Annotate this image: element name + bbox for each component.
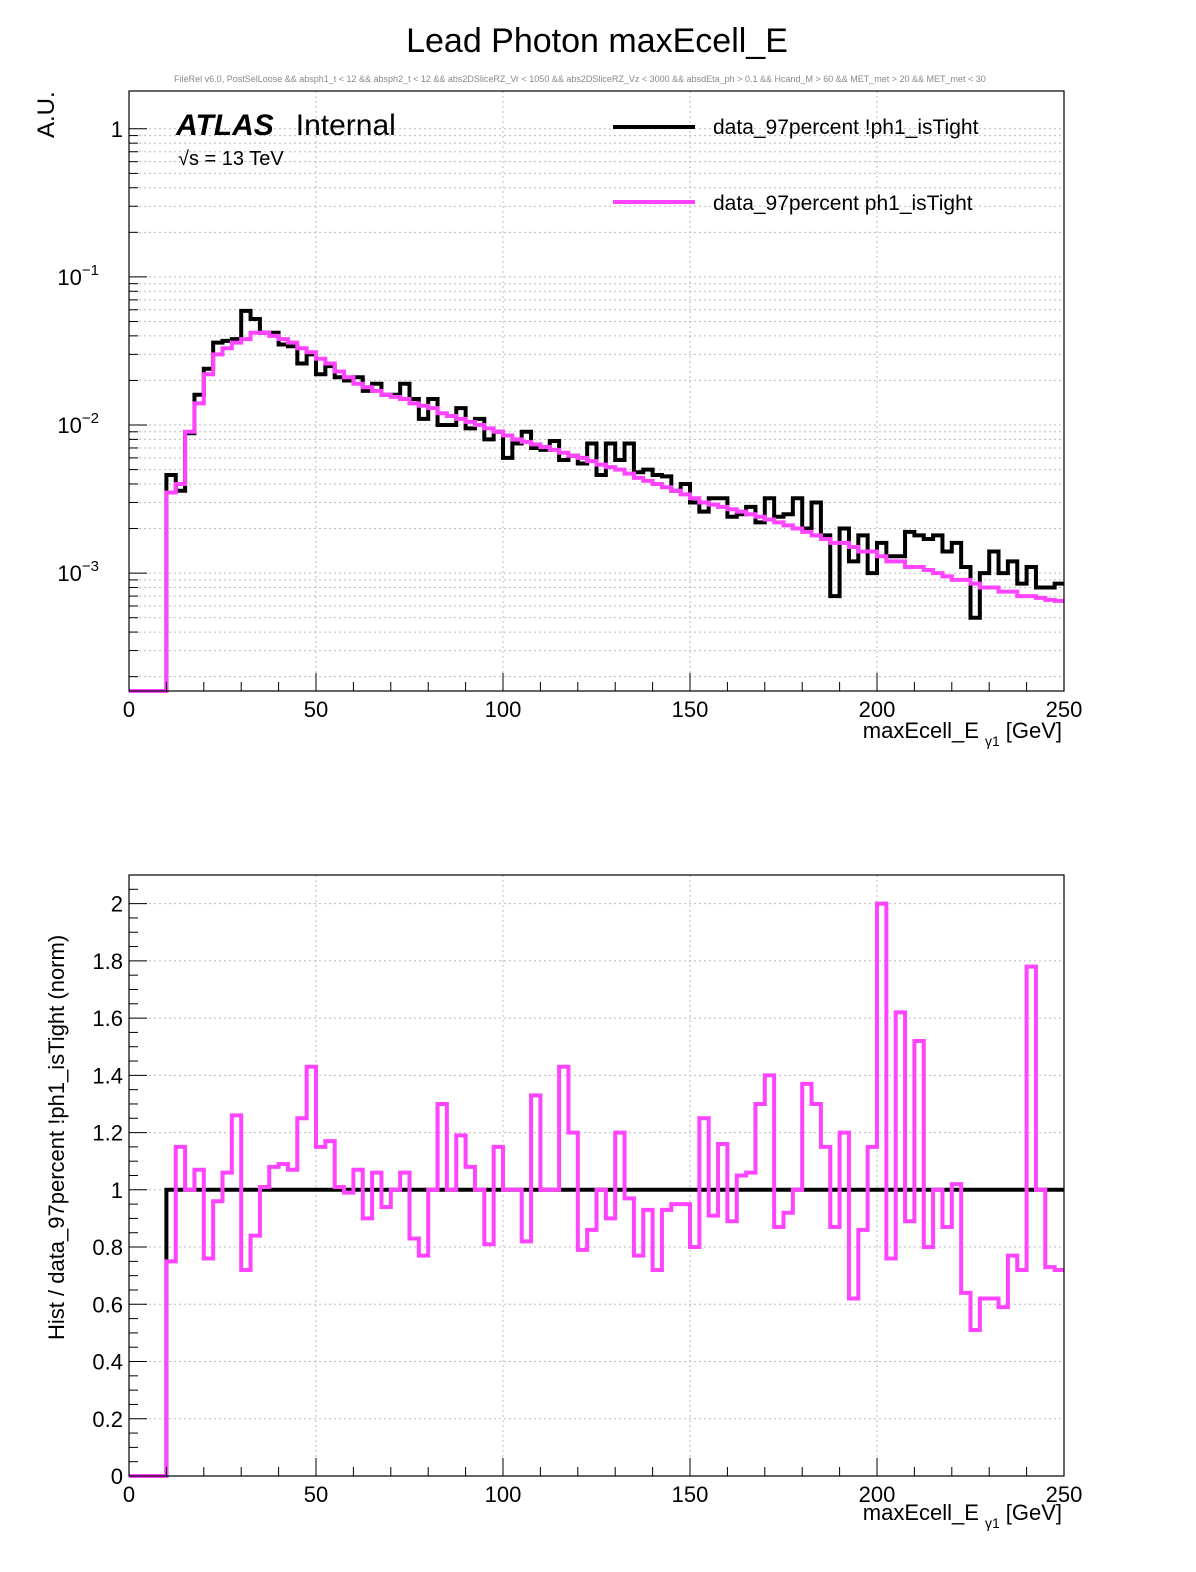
chart-title: Lead Photon maxEcell_E	[406, 22, 788, 60]
top-x-tick-label: 0	[123, 697, 135, 722]
top-x-tick-label: 50	[304, 697, 328, 722]
top-frame	[128, 90, 1065, 692]
energy-label: √s = 13 TeV	[178, 148, 284, 170]
top-y-axis-label: A.U.	[33, 91, 60, 138]
ratio-y-tick-label: 0.2	[92, 1407, 123, 1432]
legend-label-tight: data_97percent ph1_isTight	[713, 192, 973, 215]
ratio-y-tick-label: 0.8	[92, 1235, 123, 1260]
ratio-panel: 0 50 100 150 200 250 0 0.2 0.4 0.6 0.8 1 1.2 1.4 1.6 1.…	[44, 874, 1083, 1531]
top-x-axis-label: maxEcell_E γ1 [GeV]	[863, 718, 1062, 749]
ratio-axis-ticks: 0 50 100 150 200 250 0 0.2 0.4 0.6 0.8 1 1.2 1.4 1.6 1.…	[92, 874, 1083, 1507]
top-x-tick-label: 250	[1046, 697, 1083, 722]
ratio-x-axis-label: maxEcell_E γ1 [GeV]	[863, 1500, 1062, 1531]
top-y-tick-label: 10−2	[57, 410, 99, 438]
ratio-y-tick-label: 2	[111, 892, 123, 917]
top-series-tight	[129, 330, 1064, 693]
legend-label-nontight: data_97percent !ph1_isTight	[713, 116, 979, 139]
top-y-tick-label: 10−3	[57, 558, 99, 586]
top-x-tick-label: 100	[485, 697, 522, 722]
ratio-y-tick-label: 1	[111, 1178, 123, 1203]
ratio-x-tick-label: 100	[485, 1482, 522, 1507]
ratio-x-tick-label: 0	[123, 1482, 135, 1507]
ratio-y-tick-label: 1.2	[92, 1121, 123, 1146]
legend: data_97percent !ph1_isTight data_97perce…	[613, 116, 979, 215]
top-axis-ticks: 0 50 100 150 200 250 1 10−1 10−2 10−3	[57, 117, 1082, 722]
top-x-tick-label: 150	[672, 697, 709, 722]
ratio-series-tight	[129, 901, 1064, 1478]
ratio-y-tick-label: 1.8	[92, 949, 123, 974]
atlas-label: ATLAS Internal	[175, 109, 396, 142]
selection-cuts: FileRel v6.0, PostSelLoose && absph1_t <…	[174, 74, 986, 84]
ratio-y-tick-label: 1.6	[92, 1006, 123, 1031]
top-y-tick-label: 10−1	[57, 262, 99, 290]
ratio-x-tick-label: 50	[304, 1482, 328, 1507]
top-plot-area	[129, 308, 1064, 693]
ratio-x-tick-label: 150	[672, 1482, 709, 1507]
ratio-x-tick-label: 200	[859, 1482, 896, 1507]
ratio-x-tick-label: 250	[1046, 1482, 1083, 1507]
ratio-y-axis-label: Hist / data_97percent !ph1_isTight (norm…	[44, 935, 69, 1340]
ratio-y-tick-label: 0.6	[92, 1292, 123, 1317]
ratio-y-tick-label: 1.4	[92, 1063, 123, 1088]
top-x-tick-label: 200	[859, 697, 896, 722]
ratio-plot-area	[129, 901, 1064, 1478]
ratio-y-tick-label: 0.4	[92, 1350, 123, 1375]
ratio-y-tick-label: 0	[111, 1464, 123, 1489]
top-y-tick-label: 1	[111, 117, 123, 142]
top-series-nontight	[129, 308, 1064, 693]
top-panel: 0 50 100 150 200 250 1 10−1 10−2 10−3 A.U. maxEce…	[33, 90, 1082, 749]
